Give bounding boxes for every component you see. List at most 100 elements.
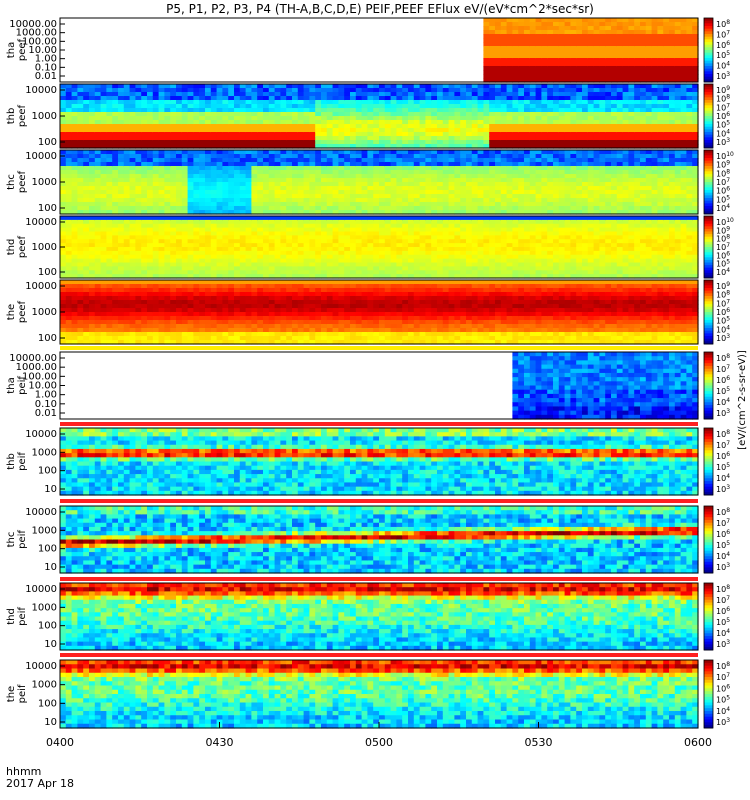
heatmap-cell bbox=[65, 266, 73, 271]
heatmap-cell bbox=[338, 202, 345, 207]
heatmap-cell bbox=[292, 150, 299, 155]
heatmap-cell bbox=[309, 254, 316, 260]
heatmap-cell bbox=[599, 178, 606, 183]
heatmap-cell bbox=[228, 104, 235, 109]
heatmap-cell bbox=[518, 144, 525, 149]
heatmap-cell bbox=[384, 186, 392, 191]
heatmap-cell bbox=[413, 108, 421, 113]
heatmap-cell bbox=[379, 136, 386, 141]
heatmap-cell bbox=[611, 58, 618, 63]
heatmap-cell bbox=[123, 166, 131, 171]
heatmap-cell bbox=[257, 112, 264, 117]
heatmap-cell bbox=[210, 206, 218, 211]
heatmap-cell bbox=[193, 274, 200, 279]
heatmap-cell bbox=[495, 166, 502, 171]
heatmap-cell bbox=[640, 22, 647, 27]
heatmap-cell bbox=[251, 194, 258, 199]
heatmap-cell bbox=[524, 174, 531, 179]
heatmap-cell bbox=[234, 116, 241, 121]
heatmap-cell bbox=[587, 210, 595, 215]
heatmap-cell bbox=[239, 243, 247, 248]
heatmap-cell bbox=[268, 194, 276, 199]
heatmap-cell bbox=[210, 92, 218, 97]
heatmap-cell bbox=[471, 140, 479, 145]
heatmap-cell bbox=[518, 50, 525, 55]
heatmap-cell bbox=[60, 170, 67, 175]
heatmap-cell bbox=[645, 92, 653, 97]
heatmap-cell bbox=[686, 116, 693, 121]
heatmap-cell bbox=[280, 162, 287, 167]
heatmap-cell bbox=[500, 170, 508, 175]
heatmap-cell bbox=[582, 58, 589, 63]
heatmap-cell bbox=[489, 112, 496, 117]
heatmap-cell bbox=[187, 154, 194, 159]
heatmap-cell bbox=[94, 96, 102, 101]
heatmap-cell bbox=[71, 124, 78, 129]
heatmap-cell bbox=[257, 100, 264, 105]
heatmap-cell bbox=[315, 112, 322, 117]
heatmap-cell bbox=[118, 132, 125, 137]
panel-ylabel: thb bbox=[6, 108, 17, 125]
heatmap-cell bbox=[454, 158, 461, 163]
heatmap-cell bbox=[628, 206, 635, 211]
heatmap-cell bbox=[321, 239, 328, 244]
heatmap-cell bbox=[622, 194, 629, 199]
heatmap-cell bbox=[361, 132, 368, 137]
heatmap-cell bbox=[564, 116, 571, 121]
heatmap-cell bbox=[437, 132, 444, 137]
heatmap-cell bbox=[460, 170, 467, 175]
heatmap-cell bbox=[541, 58, 548, 63]
heatmap-cell bbox=[65, 132, 73, 137]
heatmap-cell bbox=[408, 186, 415, 191]
heatmap-cell bbox=[193, 250, 200, 256]
heatmap-cell bbox=[553, 186, 560, 191]
heatmap-cell bbox=[495, 50, 502, 55]
heatmap-cell bbox=[106, 116, 113, 121]
heatmap-cell bbox=[605, 154, 612, 159]
heatmap-cell bbox=[396, 104, 403, 109]
heatmap-cell bbox=[60, 266, 67, 271]
heatmap-cell bbox=[587, 158, 595, 163]
heatmap-cell bbox=[634, 96, 641, 101]
heatmap-cell bbox=[251, 247, 258, 252]
heatmap-cell bbox=[71, 140, 78, 145]
heatmap-cell bbox=[112, 235, 119, 240]
heatmap-cell bbox=[176, 154, 183, 159]
heatmap-cell bbox=[634, 84, 641, 89]
heatmap-cell bbox=[106, 166, 113, 171]
heatmap-cell bbox=[674, 42, 682, 47]
heatmap-cell bbox=[692, 108, 699, 113]
heatmap-cell bbox=[65, 88, 73, 93]
heatmap-cell bbox=[622, 74, 629, 79]
heatmap-cell bbox=[239, 216, 247, 221]
heatmap-cell bbox=[228, 206, 235, 211]
heatmap-cell bbox=[645, 210, 653, 215]
heatmap-cell bbox=[599, 78, 606, 83]
heatmap-cell bbox=[251, 227, 258, 233]
heatmap-cell bbox=[315, 206, 322, 211]
heatmap-cell bbox=[495, 154, 502, 159]
heatmap-cell bbox=[100, 178, 107, 183]
heatmap-cell bbox=[83, 243, 90, 248]
heatmap-cell bbox=[645, 198, 653, 203]
heatmap-cell bbox=[292, 140, 299, 145]
heatmap-cell bbox=[541, 66, 548, 71]
heatmap-cell bbox=[344, 132, 351, 137]
heatmap-cell bbox=[129, 158, 136, 163]
heatmap-cell bbox=[152, 144, 160, 149]
heatmap-cell bbox=[367, 178, 374, 183]
heatmap-cell bbox=[576, 166, 583, 171]
heatmap-cell bbox=[553, 30, 560, 35]
heatmap-cell bbox=[355, 206, 363, 211]
heatmap-cell bbox=[587, 42, 595, 47]
heatmap-cell bbox=[268, 120, 276, 125]
heatmap-cell bbox=[605, 22, 612, 27]
heatmap-cell bbox=[692, 62, 699, 67]
heatmap-cell bbox=[176, 190, 183, 195]
heatmap-cell bbox=[558, 92, 566, 97]
heatmap-cell bbox=[692, 116, 699, 121]
heatmap-cell bbox=[442, 158, 450, 163]
heatmap-cell bbox=[94, 88, 102, 93]
heatmap-cell bbox=[176, 274, 183, 279]
